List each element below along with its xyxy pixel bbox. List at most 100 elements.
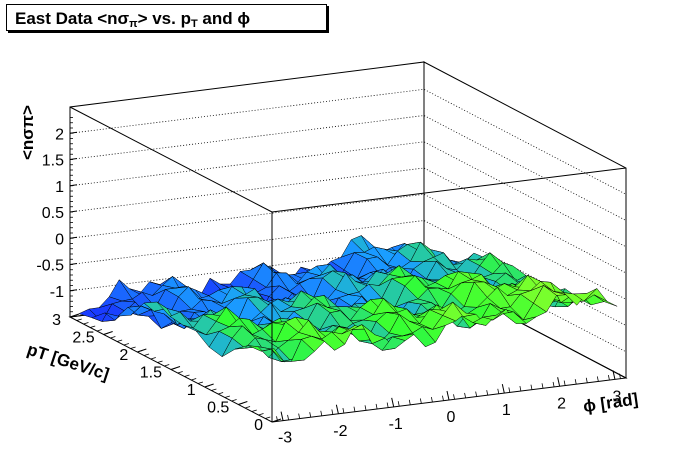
z-axis-label: <nσπ> [18, 105, 37, 160]
title-part-2: > vs. p [137, 9, 191, 28]
x-minor-tick [619, 373, 621, 379]
y-minor-tick [96, 329, 103, 332]
x-minor-tick [419, 398, 422, 404]
y-minor-tick [238, 402, 244, 405]
x-minor-tick [397, 401, 400, 407]
x-minor-tick [453, 394, 455, 400]
y-minor-tick [231, 399, 237, 402]
back-wall-right [423, 61, 627, 379]
x-minor-tick [541, 383, 544, 389]
surface-cell [593, 294, 618, 307]
y-tick-label: 0.5 [207, 400, 229, 417]
title-part-1: East Data <nσ [15, 9, 130, 28]
z-tick-label: 1.5 [42, 153, 64, 170]
y-minor-tick [191, 378, 197, 381]
y-minor-tick [76, 318, 82, 321]
y-minor-tick [177, 371, 183, 374]
x-tick [612, 370, 616, 380]
z-gridline [69, 141, 627, 248]
z-tick-label: 2 [55, 126, 64, 143]
x-minor-tick [298, 413, 301, 419]
x-tick [335, 404, 339, 414]
x-minor-tick [364, 405, 367, 411]
x-minor-tick [287, 414, 289, 421]
x-minor-tick [386, 402, 389, 408]
y-tick-label: 2 [119, 347, 128, 364]
x-tick [446, 390, 450, 401]
x-tick-label: -3 [278, 430, 292, 447]
x-tick [391, 397, 395, 407]
plot-front-frame [69, 106, 627, 422]
x-minor-tick [519, 385, 522, 392]
x-tick-label: 3 [612, 388, 621, 405]
z-tick-label: 1 [55, 179, 64, 196]
y-tick-label: 1 [187, 382, 196, 399]
x-minor-tick [608, 374, 610, 381]
x-minor-tick [309, 412, 312, 418]
y-minor-tick [164, 364, 170, 367]
x-tick [280, 411, 284, 421]
z-tick-label: -1 [50, 284, 64, 301]
chart-title: East Data <nσπ> vs. pT and ϕ [6, 4, 327, 31]
y-tick [271, 418, 282, 423]
x-minor-tick [563, 380, 566, 386]
y-axis-label: pT [GeV/c] [25, 340, 112, 384]
x-minor-tick [552, 381, 555, 388]
surface-mesh [78, 235, 618, 363]
frame-top-front [271, 167, 627, 213]
y-minor-tick [103, 332, 109, 335]
y-tick [69, 313, 80, 318]
x-minor-tick [475, 391, 478, 397]
y-tick-label: 0 [254, 417, 263, 434]
x-minor-tick [585, 377, 588, 383]
y-minor-tick [211, 388, 217, 391]
y-minor-tick [184, 374, 190, 377]
y-minor-tick [130, 346, 136, 349]
y-tick-label: 3 [52, 312, 61, 329]
y-minor-tick [197, 381, 204, 384]
title-part-3: and ϕ [197, 9, 251, 28]
x-tick-label: 0 [447, 409, 456, 426]
y-tick-label: 2.5 [72, 330, 94, 347]
x-minor-tick [574, 379, 577, 385]
x-minor-tick [497, 388, 500, 394]
y-minor-tick [170, 367, 177, 370]
x-minor-tick [342, 407, 345, 414]
y-minor-tick [83, 322, 89, 325]
z-tick-label: -0.5 [36, 258, 64, 275]
x-tick-label: -2 [333, 423, 347, 440]
x-minor-tick [464, 392, 466, 399]
y-minor-tick [123, 343, 129, 346]
y-minor-tick [117, 339, 123, 342]
title-sub-2: T [190, 18, 198, 30]
y-tick-label: 1.5 [140, 365, 162, 382]
y-minor-tick [258, 413, 264, 416]
z-tick-label: 0 [55, 231, 64, 248]
x-minor-tick [442, 395, 444, 401]
x-minor-tick [431, 396, 433, 403]
x-tick [557, 377, 561, 387]
y-minor-tick [143, 353, 150, 356]
x-minor-tick [353, 406, 356, 412]
z-gridline [69, 115, 627, 221]
x-tick-label: 2 [557, 395, 566, 412]
y-minor-tick [137, 350, 143, 353]
x-minor-tick [508, 387, 511, 393]
x-minor-tick [596, 376, 599, 382]
x-minor-tick [530, 384, 533, 390]
y-minor-tick [157, 360, 163, 363]
x-tick-label: 1 [502, 402, 511, 419]
x-minor-tick [375, 403, 378, 410]
z-tick-label: 0.5 [42, 205, 64, 222]
frame-top-left [69, 106, 273, 213]
y-minor-tick [150, 357, 156, 360]
plot-axes: -1-0.500.511.52<nσπ>-3 -2 -1 0 1 2 3ϕ [rad]00.… [18, 105, 639, 447]
title-sub-1: π [129, 18, 138, 30]
y-minor-tick [110, 336, 116, 339]
y-minor-tick [204, 385, 210, 388]
x-minor-tick [408, 399, 411, 405]
x-tick [501, 384, 505, 394]
x-tick-label: -1 [389, 416, 403, 433]
